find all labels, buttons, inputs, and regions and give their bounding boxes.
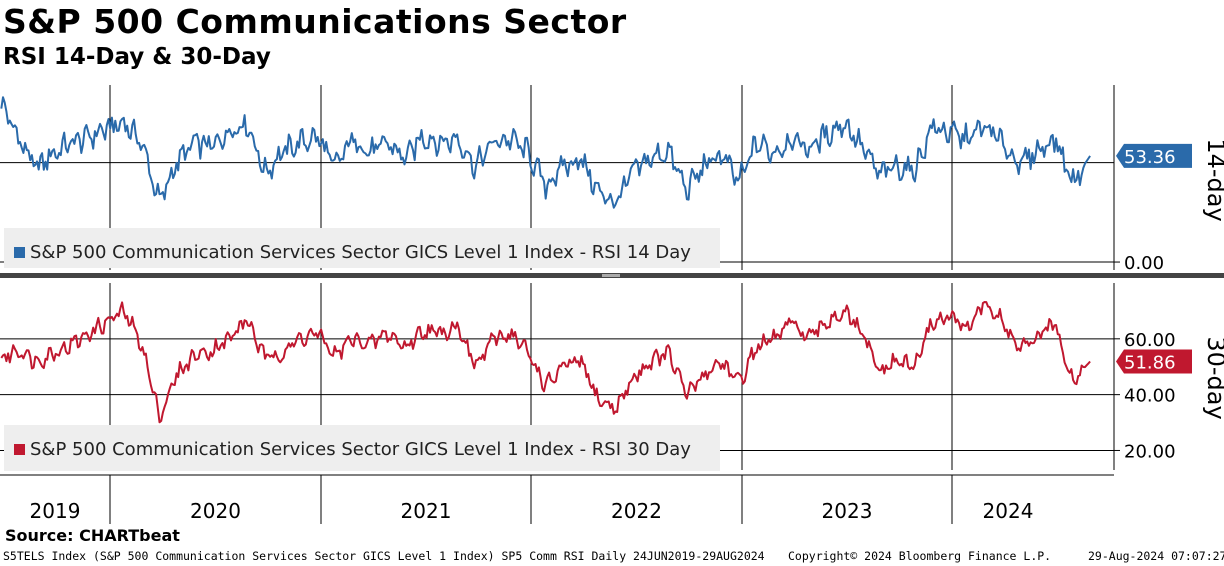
legend-label-rsi30: S&P 500 Communication Services Sector GI… bbox=[30, 439, 691, 460]
page-subtitle: RSI 14-Day & 30-Day bbox=[3, 44, 271, 70]
page-title: S&P 500 Communications Sector bbox=[3, 2, 627, 41]
y-tick-label-rsi30: 60.00 bbox=[1124, 330, 1176, 351]
x-tick-label: 2023 bbox=[822, 499, 873, 523]
y-tick-label-rsi30: 40.00 bbox=[1124, 386, 1176, 407]
series-lines bbox=[0, 96, 1091, 424]
gridlines bbox=[0, 85, 1114, 470]
axes bbox=[0, 85, 1224, 524]
last-value-tag-rsi14 bbox=[1116, 143, 1192, 168]
source-note: Source: CHARTbeat bbox=[5, 526, 180, 545]
legends: S&P 500 Communication Services Sector GI… bbox=[4, 228, 720, 471]
timestamp: 29-Aug-2024 07:07:27 bbox=[1088, 549, 1224, 563]
axis-labels: 0.00 53.36 14-day 60.00 40.00 20.00 51.86 30-da… bbox=[30, 138, 1224, 523]
last-value-label-rsi14: 53.36 bbox=[1124, 147, 1176, 168]
y-tick-label-rsi30: 20.00 bbox=[1124, 441, 1176, 462]
x-tick-label: 2020 bbox=[190, 499, 241, 523]
series-line-rsi30 bbox=[0, 301, 1091, 424]
x-tick-label: 2021 bbox=[401, 499, 452, 523]
copyright: Copyright© 2024 Bloomberg Finance L.P. bbox=[788, 549, 1052, 563]
y-tick-label-rsi14: 0.00 bbox=[1124, 253, 1164, 274]
last-value-label-rsi30: 51.86 bbox=[1124, 353, 1176, 374]
x-tick-label: 2024 bbox=[983, 499, 1034, 523]
axis-title-rsi30: 30-day bbox=[1202, 336, 1224, 419]
axis-title-rsi14: 14-day bbox=[1202, 138, 1224, 221]
x-tick-label: 2022 bbox=[611, 499, 662, 523]
series-line-rsi14 bbox=[0, 96, 1091, 209]
panel-splitter-handle bbox=[602, 274, 620, 277]
legend-box-rsi30 bbox=[4, 425, 720, 471]
ticker-info: S5TELS Index (S&P 500 Communication Serv… bbox=[3, 549, 765, 563]
legend-box-rsi14 bbox=[4, 228, 720, 268]
legend-label-rsi14: S&P 500 Communication Services Sector GI… bbox=[30, 242, 691, 263]
legend-swatch-rsi30 bbox=[14, 444, 25, 455]
legend-swatch-rsi14 bbox=[14, 247, 25, 258]
last-value-tag-rsi30 bbox=[1116, 349, 1192, 374]
x-tick-label: 2019 bbox=[30, 499, 81, 523]
